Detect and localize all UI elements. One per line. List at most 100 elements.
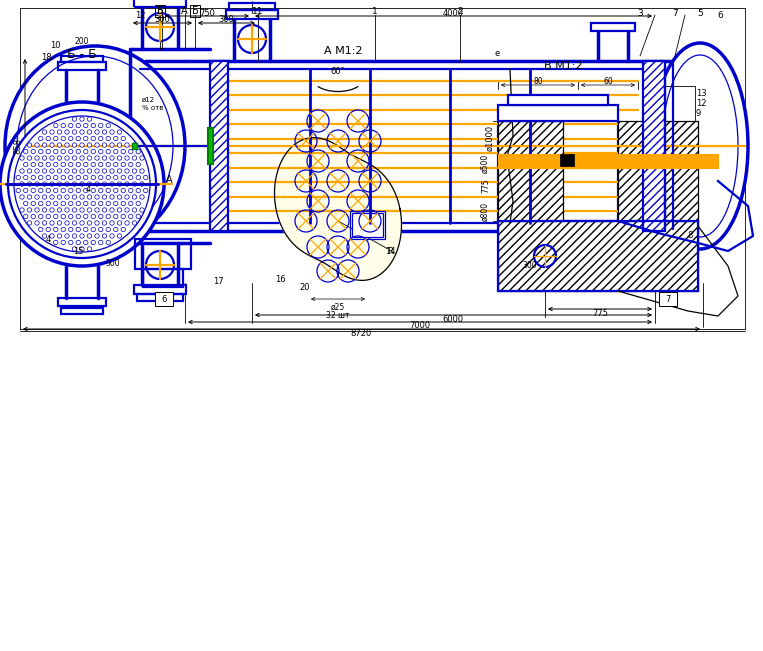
- Circle shape: [140, 208, 144, 212]
- Circle shape: [69, 149, 73, 154]
- Circle shape: [16, 175, 21, 180]
- Circle shape: [65, 195, 69, 199]
- Circle shape: [91, 123, 95, 128]
- Circle shape: [91, 175, 95, 180]
- Text: 16: 16: [275, 275, 285, 283]
- Circle shape: [87, 221, 92, 225]
- Circle shape: [53, 188, 58, 193]
- Circle shape: [53, 227, 58, 232]
- Circle shape: [80, 247, 84, 251]
- Circle shape: [65, 234, 69, 238]
- Circle shape: [98, 240, 103, 245]
- Circle shape: [136, 214, 140, 219]
- Circle shape: [84, 214, 88, 219]
- Text: 300: 300: [106, 258, 121, 268]
- Circle shape: [98, 149, 103, 154]
- Circle shape: [39, 136, 43, 141]
- Circle shape: [8, 110, 156, 258]
- Circle shape: [80, 234, 84, 238]
- Circle shape: [65, 182, 69, 186]
- Circle shape: [91, 149, 95, 154]
- Circle shape: [20, 182, 24, 186]
- Text: 858: 858: [13, 138, 22, 154]
- Circle shape: [27, 208, 32, 212]
- Circle shape: [110, 182, 114, 186]
- Text: ø1000: ø1000: [485, 125, 494, 151]
- Circle shape: [50, 221, 54, 225]
- Circle shape: [35, 182, 39, 186]
- Circle shape: [57, 208, 62, 212]
- Bar: [618, 121, 698, 221]
- Circle shape: [128, 201, 133, 206]
- Text: % отв: % отв: [142, 105, 163, 111]
- Circle shape: [72, 182, 77, 186]
- Bar: [58, 298, 106, 306]
- Circle shape: [20, 169, 24, 173]
- Circle shape: [61, 188, 66, 193]
- Circle shape: [53, 162, 58, 167]
- Circle shape: [42, 143, 47, 147]
- Circle shape: [69, 175, 73, 180]
- Circle shape: [91, 188, 95, 193]
- Circle shape: [91, 162, 95, 167]
- Circle shape: [91, 214, 95, 219]
- Circle shape: [46, 175, 50, 180]
- Text: 6: 6: [717, 10, 723, 20]
- Circle shape: [46, 162, 50, 167]
- Circle shape: [61, 149, 66, 154]
- Circle shape: [76, 175, 80, 180]
- Circle shape: [98, 201, 103, 206]
- Circle shape: [118, 143, 122, 147]
- Circle shape: [76, 214, 80, 219]
- Circle shape: [31, 201, 35, 206]
- Bar: [508, 95, 608, 105]
- Bar: [350, 211, 385, 239]
- Circle shape: [80, 195, 84, 199]
- Circle shape: [114, 136, 118, 141]
- Circle shape: [95, 143, 99, 147]
- Circle shape: [39, 214, 43, 219]
- Circle shape: [0, 102, 164, 266]
- Circle shape: [80, 156, 84, 160]
- Circle shape: [46, 136, 50, 141]
- Circle shape: [95, 195, 99, 199]
- Circle shape: [46, 201, 50, 206]
- Circle shape: [84, 175, 88, 180]
- Circle shape: [132, 156, 137, 160]
- Text: 300: 300: [154, 16, 170, 25]
- Text: 300: 300: [523, 262, 537, 271]
- Circle shape: [128, 162, 133, 167]
- Text: A: A: [166, 175, 172, 185]
- Bar: [143, 269, 183, 287]
- Circle shape: [69, 201, 73, 206]
- Circle shape: [20, 195, 24, 199]
- Circle shape: [50, 182, 54, 186]
- Circle shape: [42, 208, 47, 212]
- Circle shape: [143, 175, 148, 180]
- Circle shape: [53, 201, 58, 206]
- Circle shape: [110, 234, 114, 238]
- Circle shape: [42, 130, 47, 134]
- Circle shape: [106, 175, 111, 180]
- Circle shape: [91, 227, 95, 232]
- Circle shape: [102, 221, 107, 225]
- Bar: [498, 221, 698, 291]
- Circle shape: [50, 169, 54, 173]
- Circle shape: [72, 143, 77, 147]
- Text: 3: 3: [637, 8, 643, 18]
- Circle shape: [61, 136, 66, 141]
- Circle shape: [31, 162, 35, 167]
- Circle shape: [35, 195, 39, 199]
- Circle shape: [80, 117, 84, 121]
- Circle shape: [65, 156, 69, 160]
- Text: 80: 80: [533, 77, 542, 87]
- Circle shape: [39, 149, 43, 154]
- Bar: [525, 269, 565, 287]
- Circle shape: [42, 182, 47, 186]
- Circle shape: [31, 188, 35, 193]
- Circle shape: [84, 188, 88, 193]
- Circle shape: [110, 208, 114, 212]
- Circle shape: [39, 188, 43, 193]
- Circle shape: [57, 156, 62, 160]
- Circle shape: [136, 149, 140, 154]
